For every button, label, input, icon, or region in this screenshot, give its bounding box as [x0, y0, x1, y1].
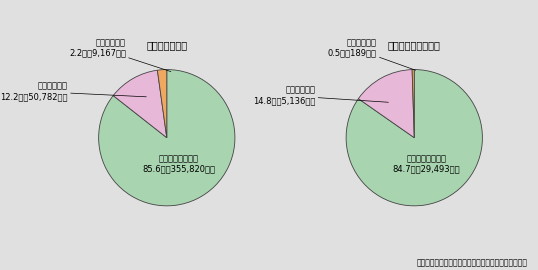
Wedge shape	[158, 70, 167, 138]
Wedge shape	[358, 70, 414, 138]
Text: 博士課程修了
0.5％（189人）: 博士課程修了 0.5％（189人）	[328, 38, 416, 70]
Text: 大学（学部）卒業
84.7％（29,493人）: 大学（学部）卒業 84.7％（29,493人）	[393, 154, 461, 173]
Wedge shape	[98, 70, 235, 206]
Wedge shape	[113, 70, 167, 138]
Text: 情報通信業への就職: 情報通信業への就職	[388, 40, 441, 50]
Text: 博士課程修了
2.2％（9,167人）: 博士課程修了 2.2％（9,167人）	[69, 38, 171, 72]
Wedge shape	[412, 70, 414, 138]
Text: 大学（学部）卒業
85.6％（355,820人）: 大学（学部）卒業 85.6％（355,820人）	[143, 154, 216, 173]
Text: 修士課程修了
14.8％（5,136人）: 修士課程修了 14.8％（5,136人）	[253, 86, 388, 105]
Text: 修士課程修了
12.2％（50,782人）: 修士課程修了 12.2％（50,782人）	[1, 82, 146, 101]
Text: 文部科学省「平成１８年度学校基本調査」により作成: 文部科学省「平成１８年度学校基本調査」により作成	[416, 258, 527, 267]
Text: 全産業への就職: 全産業への就職	[146, 40, 187, 50]
Wedge shape	[346, 70, 483, 206]
